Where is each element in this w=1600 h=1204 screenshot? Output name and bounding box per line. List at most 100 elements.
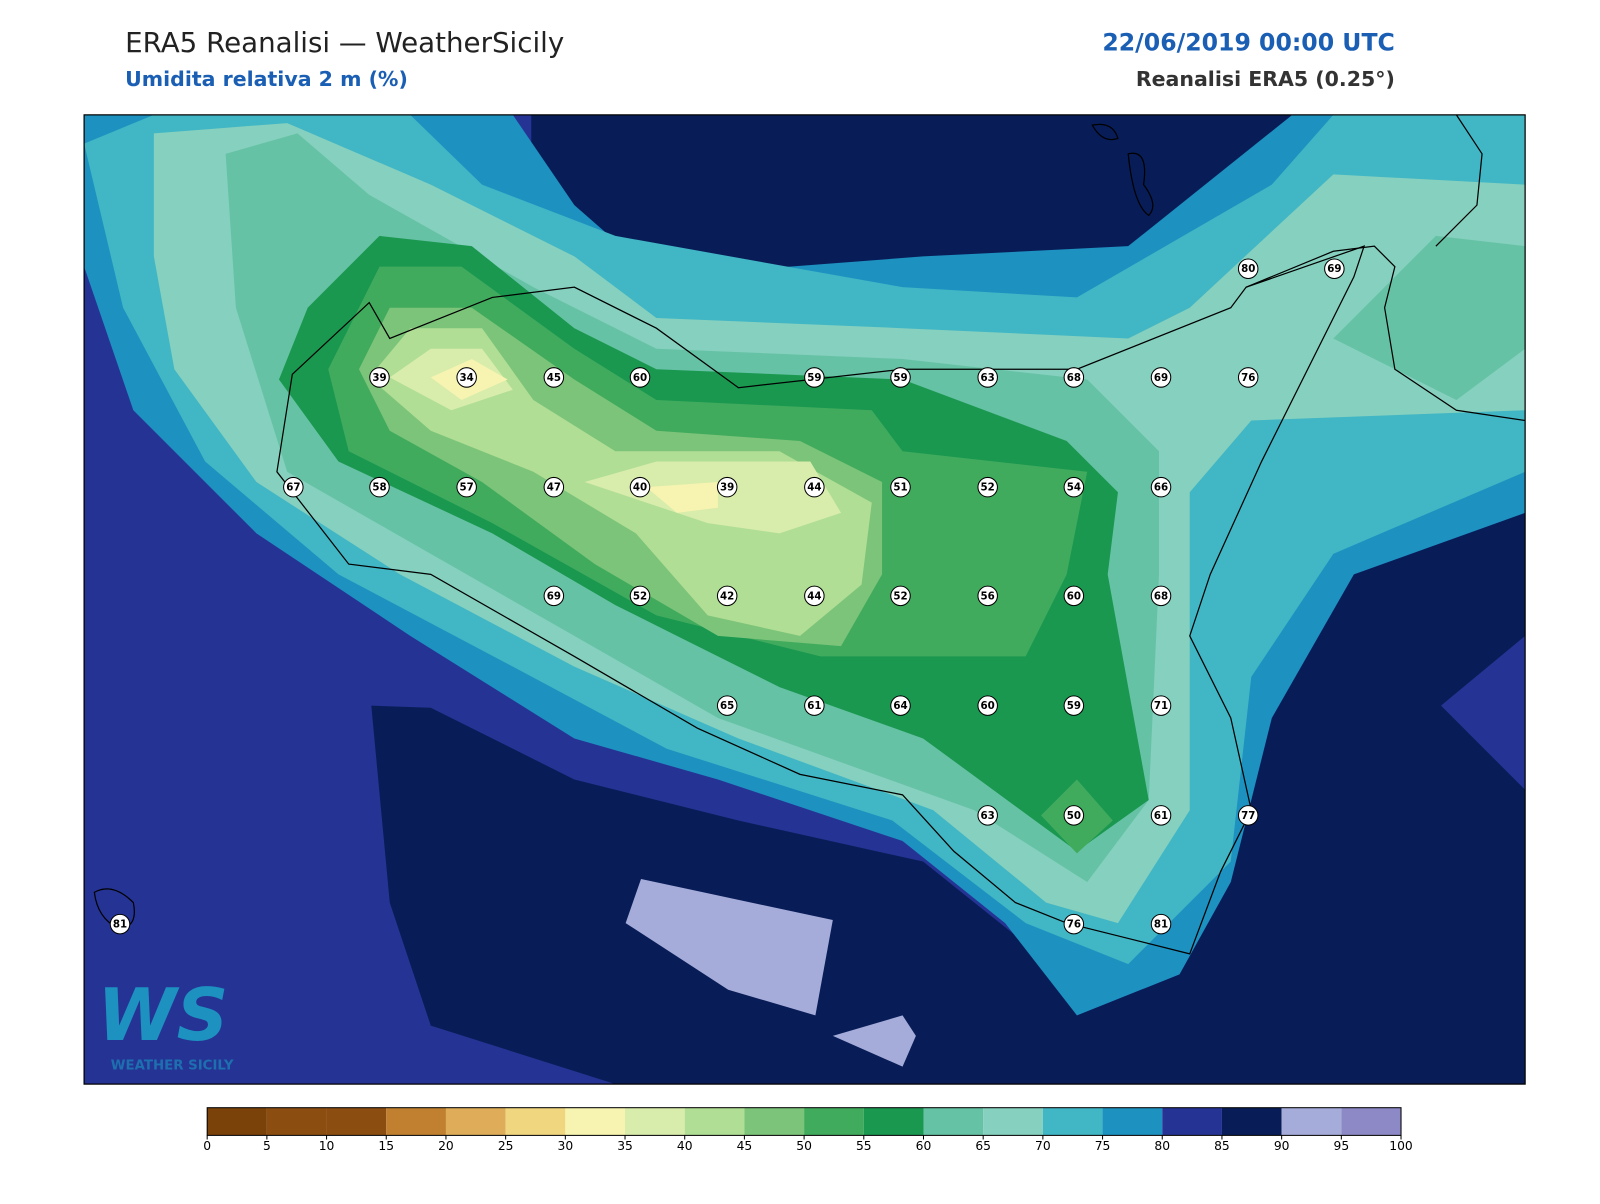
- coastline: [1435, 114, 1483, 247]
- colorbar-tick-label: 15: [378, 1139, 394, 1153]
- contour: [531, 114, 1293, 277]
- station-marker: [716, 695, 738, 716]
- colorbar-bin: [326, 1107, 387, 1136]
- colorbar-bin: [1042, 1107, 1103, 1136]
- station-label: 52: [633, 590, 647, 602]
- colorbar-tick-label: 75: [1095, 1139, 1111, 1153]
- date: 22/06/2019 00:00 UTC: [1102, 29, 1394, 57]
- station-label: 58: [372, 482, 386, 494]
- colorbar-tick-label: 55: [856, 1139, 872, 1153]
- station-label: 60: [633, 372, 647, 384]
- colorbar-bin: [863, 1107, 924, 1136]
- station-marker: [890, 476, 911, 498]
- station-marker: [977, 367, 998, 388]
- station-label: 59: [1067, 700, 1081, 712]
- station-marker: [804, 476, 825, 498]
- coastline: [93, 888, 135, 929]
- station-label: 60: [1067, 590, 1081, 602]
- contour: [646, 482, 718, 513]
- station-marker: [1237, 805, 1259, 826]
- map: [84, 114, 1526, 1085]
- station-marker: [1063, 367, 1085, 388]
- station-marker: [1150, 805, 1172, 826]
- station-label: 61: [1154, 810, 1168, 822]
- station-marker: [1063, 585, 1085, 607]
- logo: WS WEATHER SICILY: [97, 973, 233, 1074]
- station-marker: [1063, 805, 1085, 826]
- station-label: 64: [893, 700, 907, 712]
- station-label: 61: [807, 700, 821, 712]
- station-label: 56: [981, 590, 995, 602]
- station-marker: [890, 695, 911, 716]
- station-marker: [890, 585, 911, 607]
- colorbar-bin: [923, 1107, 984, 1136]
- station-marker: [1237, 367, 1259, 388]
- station-marker: [369, 367, 390, 388]
- colorbar-tick-label: 50: [796, 1139, 812, 1153]
- station-marker: [716, 585, 738, 607]
- station-label: 69: [1154, 372, 1168, 384]
- colorbar-tick-label: 40: [677, 1139, 693, 1153]
- map-frame: [83, 114, 1526, 1085]
- station-label: 71: [1154, 700, 1168, 712]
- colorbar-tick-label: 0: [203, 1139, 211, 1153]
- station-marker: [1150, 585, 1172, 607]
- colorbar-bin: [1102, 1107, 1163, 1136]
- station-label: 39: [372, 372, 386, 384]
- station-label: 65: [720, 700, 734, 712]
- colorbar-bin: [983, 1107, 1043, 1136]
- colorbar-tick-label: 90: [1274, 1139, 1290, 1153]
- station-marker: [977, 585, 998, 607]
- station-marker: [804, 367, 825, 388]
- colorbar-tick-label: 85: [1214, 1139, 1230, 1153]
- station-label: 69: [547, 590, 561, 602]
- station-label: 59: [893, 372, 907, 384]
- station-marker: [283, 476, 304, 498]
- contour: [1333, 235, 1526, 400]
- station-label: 39: [720, 482, 734, 494]
- contour: [625, 878, 833, 1016]
- colorbar-tick-label: 95: [1334, 1139, 1350, 1153]
- colorbar-bin: [386, 1107, 446, 1136]
- colorbar-tick-label: 25: [498, 1139, 514, 1153]
- colorbar-tick-label: 10: [319, 1139, 335, 1153]
- station-marker: [629, 367, 651, 388]
- colorbar-tick-label: 35: [617, 1139, 633, 1153]
- station-label: 42: [720, 590, 734, 602]
- station-marker: [456, 476, 477, 498]
- station-label: 47: [547, 482, 561, 494]
- station-label: 67: [286, 482, 300, 494]
- colorbar-tick-label: 20: [438, 1139, 454, 1153]
- station-marker: [977, 695, 998, 716]
- station-label: 50: [1067, 810, 1081, 822]
- contour: [832, 1015, 916, 1067]
- subtitle: Umidita relativa 2 m (%): [125, 67, 408, 91]
- station-marker: [629, 585, 651, 607]
- station-marker: [543, 367, 565, 388]
- station-marker: [543, 476, 565, 498]
- station-marker: [629, 476, 651, 498]
- colorbar-bin: [266, 1107, 327, 1136]
- colorbar-tick-label: 45: [737, 1139, 753, 1153]
- station-label: 80: [1241, 263, 1255, 275]
- station-label: 57: [460, 482, 474, 494]
- colorbar-bin: [1281, 1107, 1342, 1136]
- contour: [1441, 635, 1526, 790]
- station-marker: [1150, 913, 1172, 935]
- colorbar-bin: [744, 1107, 805, 1136]
- station-marker: [977, 805, 998, 826]
- station-label: 44: [807, 482, 821, 494]
- coastline: [276, 245, 1366, 955]
- station-label: 44: [807, 590, 821, 602]
- station-label: 51: [893, 482, 907, 494]
- station-label: 68: [1067, 372, 1081, 384]
- station-label: 63: [981, 372, 995, 384]
- station-marker: [804, 585, 825, 607]
- logo-text: WEATHER SICILY: [111, 1059, 234, 1074]
- station-marker: [977, 476, 998, 498]
- stations: 80 69 39 34 45 60 59 59 63 68 69 76 67 58 57 47 40 39 44 51…: [109, 258, 1345, 935]
- station-marker: [456, 367, 477, 388]
- station-label: 77: [1241, 810, 1255, 822]
- colorbar-bin: [207, 1107, 267, 1136]
